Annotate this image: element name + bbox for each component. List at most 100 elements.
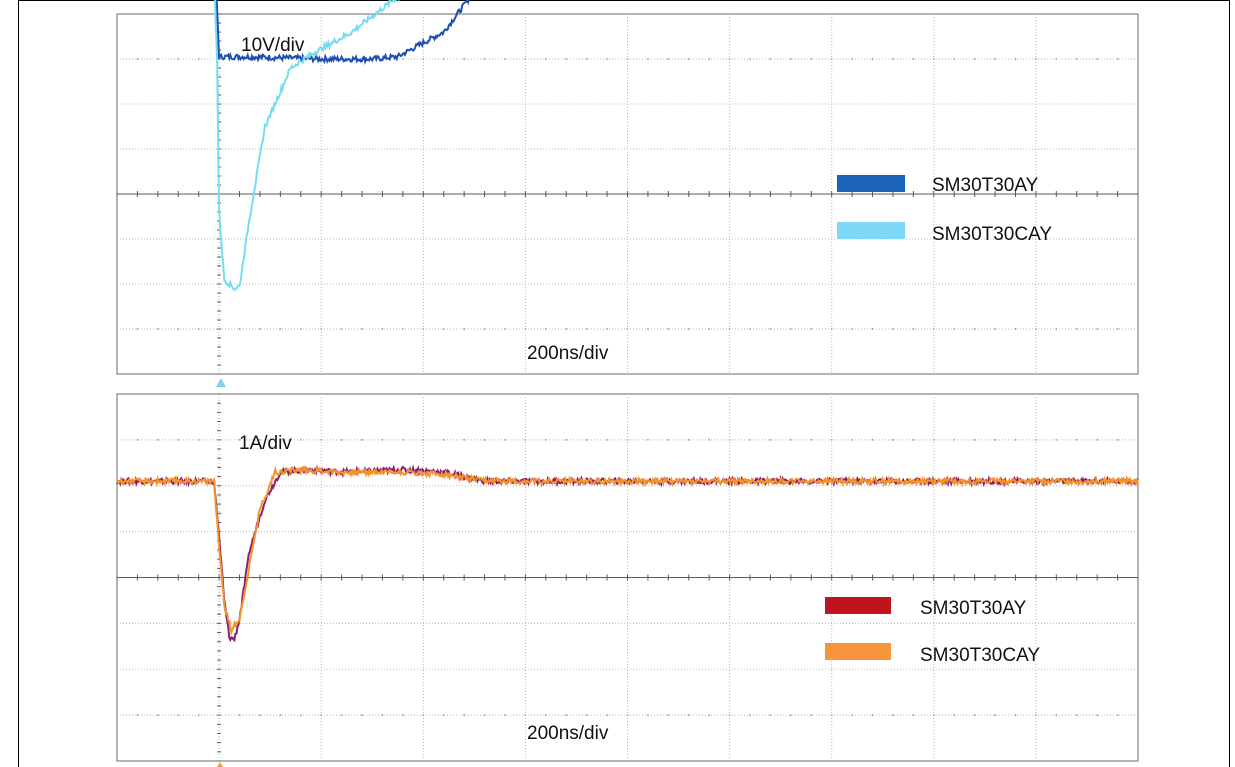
legend-label-sm30t30ay-current: SM30T30AY	[920, 598, 1027, 619]
grid-dot	[932, 714, 935, 717]
grid-dot	[463, 714, 466, 717]
grid-dot	[626, 58, 629, 60]
grid-dot	[177, 328, 180, 330]
grid-dot	[1035, 58, 1037, 60]
grid-dot	[871, 438, 874, 441]
grid-dot	[1014, 58, 1017, 60]
grid-dot	[606, 58, 608, 60]
grid-dot	[667, 58, 670, 60]
grid-dot	[994, 58, 996, 60]
grid-dot	[830, 58, 833, 60]
grid-dot	[361, 328, 363, 330]
grid-dot	[973, 438, 976, 441]
grid-dot	[932, 438, 935, 441]
grid-dot	[218, 328, 221, 330]
grid-dot	[1096, 328, 1099, 330]
grid-dot	[749, 714, 751, 717]
grid-dot	[340, 328, 343, 330]
legend-label-sm30t30ay-voltage: SM30T30AY	[932, 175, 1039, 196]
grid-dot	[1055, 438, 1058, 441]
grid-dot	[442, 438, 445, 441]
grid-dot	[687, 58, 690, 60]
grid-dot	[647, 714, 649, 717]
grid-dot	[789, 328, 792, 330]
grid-dot	[381, 438, 384, 441]
grid-dot	[830, 714, 833, 717]
trigger-marker-bottom-icon	[217, 762, 223, 767]
grid-dot	[1035, 328, 1037, 330]
grid-dot	[299, 328, 302, 330]
grid-dot	[524, 438, 527, 441]
grid-dot	[524, 328, 527, 330]
grid-dot	[1014, 438, 1017, 441]
grid-dot	[1075, 714, 1078, 717]
grid-dot	[463, 328, 466, 330]
grid-dot	[1075, 328, 1078, 330]
grid-dot	[892, 438, 894, 441]
grid-dot	[483, 58, 486, 60]
grid-dot	[116, 438, 118, 441]
grid-dot	[259, 438, 261, 441]
grid-dot	[136, 714, 139, 717]
grid-dot	[585, 714, 588, 717]
grid-dot	[851, 438, 854, 441]
voltage-grid	[116, 13, 1139, 375]
grid-dot	[1055, 714, 1058, 717]
grid-dot	[197, 438, 200, 441]
grid-dot	[851, 58, 854, 60]
grid-dot	[422, 328, 425, 330]
grid-dot	[177, 58, 180, 60]
grid-dot	[483, 328, 486, 330]
grid-dot	[932, 328, 935, 330]
grid-dot	[769, 714, 772, 717]
grid-dot	[1096, 58, 1099, 60]
trigger-marker-icon	[216, 378, 226, 387]
grid-dot	[830, 438, 833, 441]
grid-dot	[565, 58, 568, 60]
grid-dot	[606, 328, 608, 330]
series-line-sm30t30cay	[213, 0, 400, 292]
grid-dot	[687, 328, 690, 330]
grid-dot	[728, 714, 731, 717]
grid-dot	[544, 58, 547, 60]
grid-dot	[932, 58, 935, 60]
grid-dot	[606, 438, 608, 441]
grid-dot	[687, 714, 690, 717]
grid-dot	[136, 438, 139, 441]
grid-dot	[606, 714, 608, 717]
grid-dot	[361, 714, 363, 717]
grid-dot	[279, 328, 282, 330]
voltage-scale-label: 10V/div	[241, 35, 305, 56]
grid-dot	[912, 714, 915, 717]
grid-dot	[504, 58, 506, 60]
grid-dot	[442, 58, 445, 60]
legend-swatch-sm30t30cay-voltage	[837, 222, 905, 239]
grid-dot	[667, 438, 670, 441]
grid-dot	[504, 714, 506, 717]
grid-dot	[626, 328, 629, 330]
grid-dot	[361, 438, 363, 441]
grid-dot	[830, 328, 833, 330]
grid-dot	[401, 438, 404, 441]
figure-frame	[18, 0, 1230, 767]
grid-dot	[708, 714, 711, 717]
grid-dot	[544, 328, 547, 330]
grid-dot	[116, 714, 118, 717]
grid-dot	[973, 328, 976, 330]
current-traces	[116, 464, 1139, 643]
legend-swatch-sm30t30cay-current	[825, 643, 891, 660]
grid-dot	[197, 714, 200, 717]
grid-dot	[953, 58, 956, 60]
grid-dot	[953, 714, 956, 717]
grid-dot	[422, 714, 425, 717]
grid-dot	[1137, 714, 1139, 717]
grid-dot	[422, 438, 425, 441]
grid-dot	[749, 438, 751, 441]
grid-dot	[238, 714, 241, 717]
grid-dot	[647, 438, 649, 441]
grid-dot	[667, 328, 670, 330]
grid-dot	[544, 438, 547, 441]
grid-dot	[708, 438, 711, 441]
grid-dot	[851, 714, 854, 717]
grid-dot	[299, 438, 302, 441]
